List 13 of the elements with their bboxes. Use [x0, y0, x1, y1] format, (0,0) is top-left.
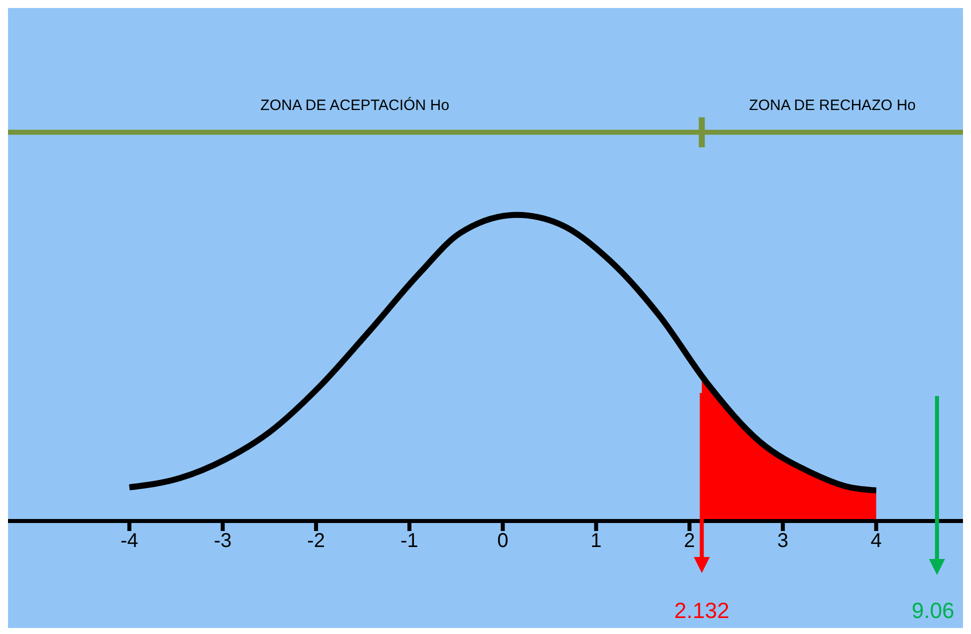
x-tick-label: -3	[214, 530, 232, 552]
ref-line-label: 2.132	[674, 598, 730, 623]
text: ZONA DE RECHAZO Ho	[749, 97, 916, 114]
x-tick-label: 0	[497, 530, 508, 552]
x-tick-label: -1	[400, 530, 418, 552]
x-tick-label: -4	[120, 530, 138, 552]
x-tick-label: -2	[307, 530, 325, 552]
x-tick-label: 1	[590, 530, 602, 552]
x-tick-label: 3	[777, 530, 788, 552]
text: ZONA DE ACEPTACIÓN Ho	[260, 96, 450, 114]
text: 9.06	[912, 598, 954, 623]
x-tick-label: 2	[684, 530, 696, 552]
x-tick-label: 4	[870, 530, 882, 552]
